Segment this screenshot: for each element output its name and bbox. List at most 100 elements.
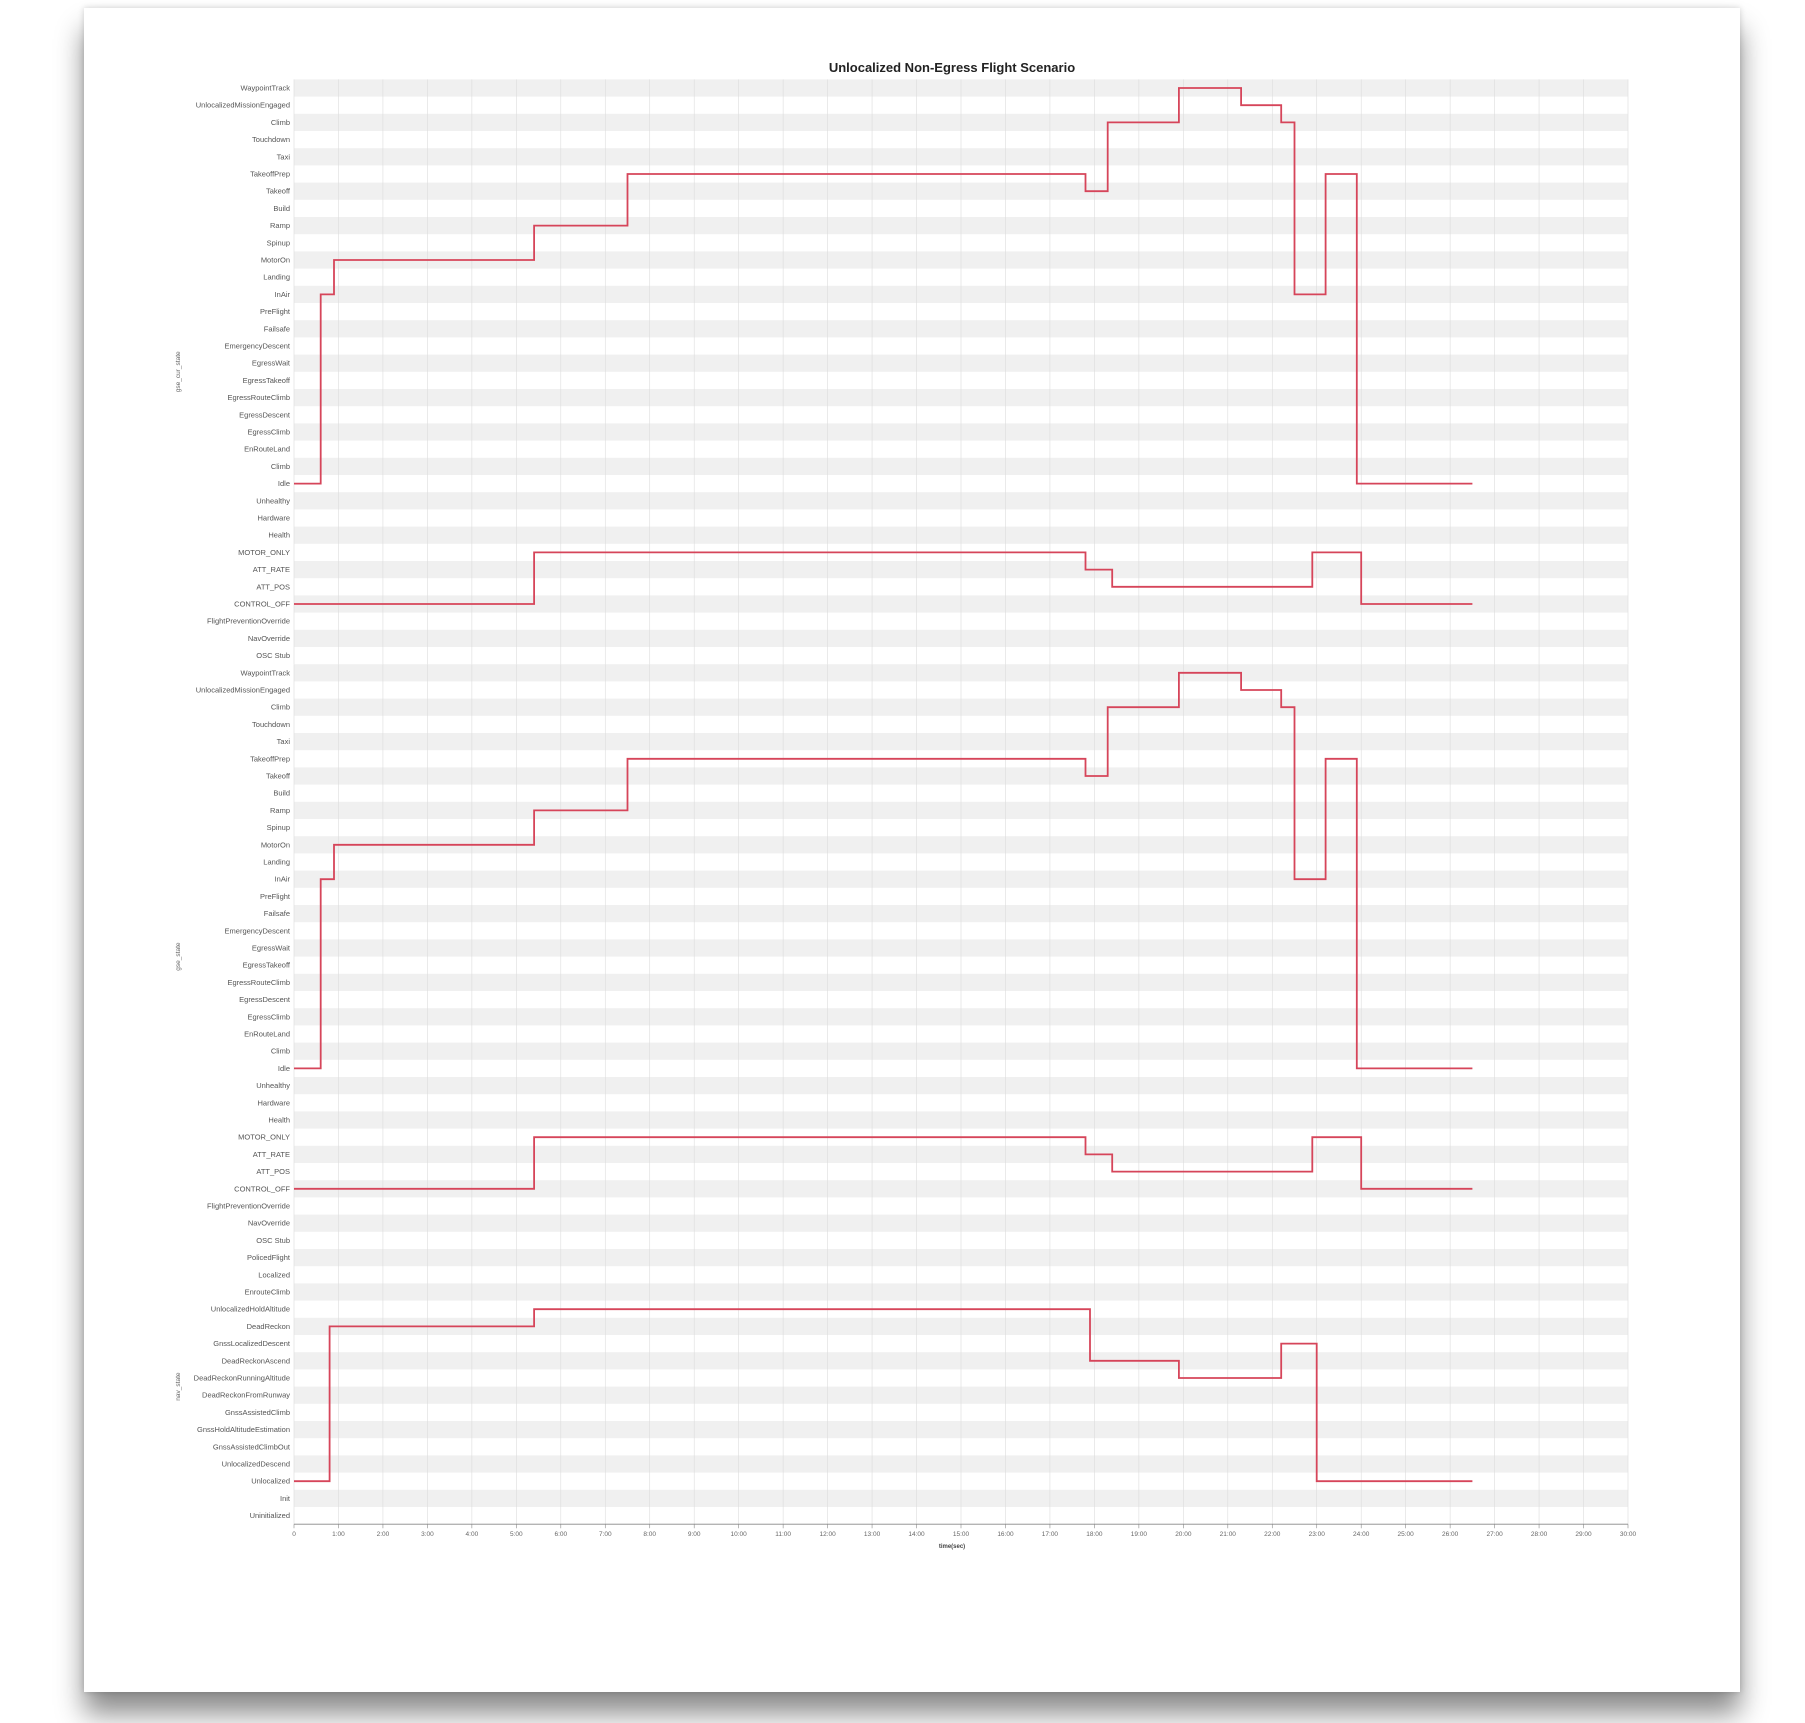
y-tick-label: Climb	[271, 462, 290, 471]
y-tick-label: Idle	[278, 1064, 290, 1073]
y-tick-label: EnRouteLand	[244, 1030, 290, 1039]
x-tick-label: 5:00	[510, 1531, 523, 1538]
y-tick-label: Climb	[271, 118, 290, 127]
x-tick-label: 3:00	[421, 1531, 434, 1538]
y-tick-label: Failsafe	[264, 324, 290, 333]
y-tick-label: GnssHoldAltitudeEstimation	[197, 1425, 290, 1434]
x-tick-label: 21:00	[1220, 1531, 1237, 1538]
x-tick-label: 2:00	[377, 1531, 390, 1538]
y-tick-label: Health	[268, 531, 290, 540]
y-tick-label: Touchdown	[252, 720, 290, 729]
x-tick-label: 8:00	[643, 1531, 656, 1538]
y-tick-label: TakeoffPrep	[250, 754, 290, 763]
y-tick-label: EgressWait	[252, 944, 291, 953]
y-tick-label: CONTROL_OFF	[234, 1184, 290, 1193]
panel-2: WaypointTrack UnlocalizedMissionEngaged Cl…	[175, 664, 1629, 1249]
x-tick-label: 17:00	[1042, 1531, 1059, 1538]
x-tick-label: 12:00	[819, 1531, 836, 1538]
y-tick-label: Takeoff	[266, 187, 291, 196]
y-tick-label: EgressDescent	[239, 995, 291, 1004]
panels: WaypointTrack UnlocalizedMissionEngaged Cl…	[175, 79, 1629, 1525]
x-tick-label: 14:00	[908, 1531, 925, 1538]
y-tick-label: Ramp	[270, 221, 290, 230]
y-tick-label: MOTOR_ONLY	[238, 548, 290, 557]
y-tick-label: ATT_RATE	[253, 565, 290, 574]
y-tick-label: InAir	[275, 290, 291, 299]
y-tick-label: MotorOn	[261, 840, 290, 849]
y-tick-label: PolicedFlight	[247, 1253, 291, 1262]
x-tick-label: 24:00	[1353, 1531, 1370, 1538]
y-tick-label: Climb	[271, 1047, 290, 1056]
y-tick-label: EgressClimb	[247, 1012, 290, 1021]
x-tick-label: 13:00	[864, 1531, 881, 1538]
y-tick-label: PreFlight	[260, 307, 291, 316]
y-tick-label: Ramp	[270, 806, 290, 815]
y-tick-label: OSC Stub	[256, 651, 290, 660]
y-tick-label: Touchdown	[252, 135, 290, 144]
y-tick-label: NavOverride	[248, 1219, 290, 1228]
y-tick-label: UnlocalizedHoldAltitude	[211, 1305, 290, 1314]
y-tick-label: Build	[273, 789, 290, 798]
x-tick-label: 7:00	[599, 1531, 612, 1538]
series-line	[294, 671, 1473, 1070]
y-tick-label: Localized	[258, 1270, 290, 1279]
y-tick-label: EmergencyDescent	[225, 342, 291, 351]
x-tick-label: 28:00	[1531, 1531, 1548, 1538]
y-tick-label: EgressDescent	[239, 410, 291, 419]
y-tick-label: EnrouteClimb	[245, 1288, 290, 1297]
y-tick-label: EgressTakeoff	[243, 376, 291, 385]
x-tick-label: 25:00	[1398, 1531, 1415, 1538]
x-tick-label: 26:00	[1442, 1531, 1459, 1538]
y-tick-label: EgressRouteClimb	[227, 978, 290, 987]
series-line	[294, 1136, 1473, 1190]
y-tick-label: InAir	[275, 875, 291, 884]
y-tick-label: Spinup	[267, 238, 290, 247]
y-tick-label: Uninitialized	[250, 1511, 290, 1520]
panel-y-label: gse_state	[175, 942, 182, 971]
y-tick-label: WaypointTrack	[241, 668, 291, 677]
x-tick-label: 11:00	[775, 1531, 791, 1538]
y-tick-label: Init	[280, 1494, 291, 1503]
y-tick-label: ATT_POS	[256, 1167, 290, 1176]
series-line	[294, 551, 1473, 605]
y-tick-label: GnssAssistedClimbOut	[213, 1442, 291, 1451]
x-axis: 0 1:00 2:00 3:00 4:00 5:00 6:00 7:00 8:00 9:00 10:…	[292, 1523, 1637, 1538]
y-tick-label: EmergencyDescent	[225, 926, 291, 935]
x-tick-label: 18:00	[1086, 1531, 1103, 1538]
x-tick-label: 23:00	[1309, 1531, 1326, 1538]
y-tick-label: EgressWait	[252, 359, 291, 368]
x-tick-label: 15:00	[953, 1531, 970, 1538]
y-tick-label: Failsafe	[264, 909, 290, 918]
step-chart: Unlocalized Non-Egress Flight Scenario W…	[175, 60, 1637, 1550]
x-tick-label: 20:00	[1175, 1531, 1192, 1538]
y-tick-label: MOTOR_ONLY	[238, 1133, 290, 1142]
y-tick-label: Landing	[263, 273, 290, 282]
y-tick-label: WaypointTrack	[241, 84, 291, 93]
y-tick-label: EgressTakeoff	[243, 961, 291, 970]
y-tick-label: TakeoffPrep	[250, 170, 290, 179]
y-tick-label: PreFlight	[260, 892, 291, 901]
y-tick-label: Spinup	[267, 823, 290, 832]
y-tick-label: UnlocalizedMissionEngaged	[196, 101, 290, 110]
y-tick-label: ATT_POS	[256, 582, 290, 591]
x-tick-label: 0	[292, 1531, 296, 1538]
y-tick-label: Health	[268, 1116, 290, 1125]
x-tick-label: 29:00	[1575, 1531, 1592, 1538]
y-tick-label: Takeoff	[266, 772, 291, 781]
y-tick-label: Taxi	[277, 152, 291, 161]
y-tick-label: FlightPreventionOverride	[207, 617, 290, 626]
x-tick-label: 9:00	[688, 1531, 701, 1538]
y-tick-label: OSC Stub	[256, 1236, 290, 1245]
y-tick-label: CONTROL_OFF	[234, 600, 290, 609]
x-tick-label: 16:00	[997, 1531, 1014, 1538]
x-tick-label: 10:00	[731, 1531, 748, 1538]
panel-y-label: nav_state	[175, 1372, 182, 1401]
y-tick-label: UnlocalizedDescend	[222, 1460, 290, 1469]
series-line	[294, 87, 1473, 485]
y-tick-label: Unhealthy	[256, 1081, 290, 1090]
y-tick-label: Build	[273, 204, 290, 213]
x-tick-label: 19:00	[1131, 1531, 1148, 1538]
panel-y-label: gse_cur_state	[175, 351, 182, 392]
y-tick-label: Climb	[271, 703, 290, 712]
y-tick-label: UnlocalizedMissionEngaged	[196, 686, 290, 695]
